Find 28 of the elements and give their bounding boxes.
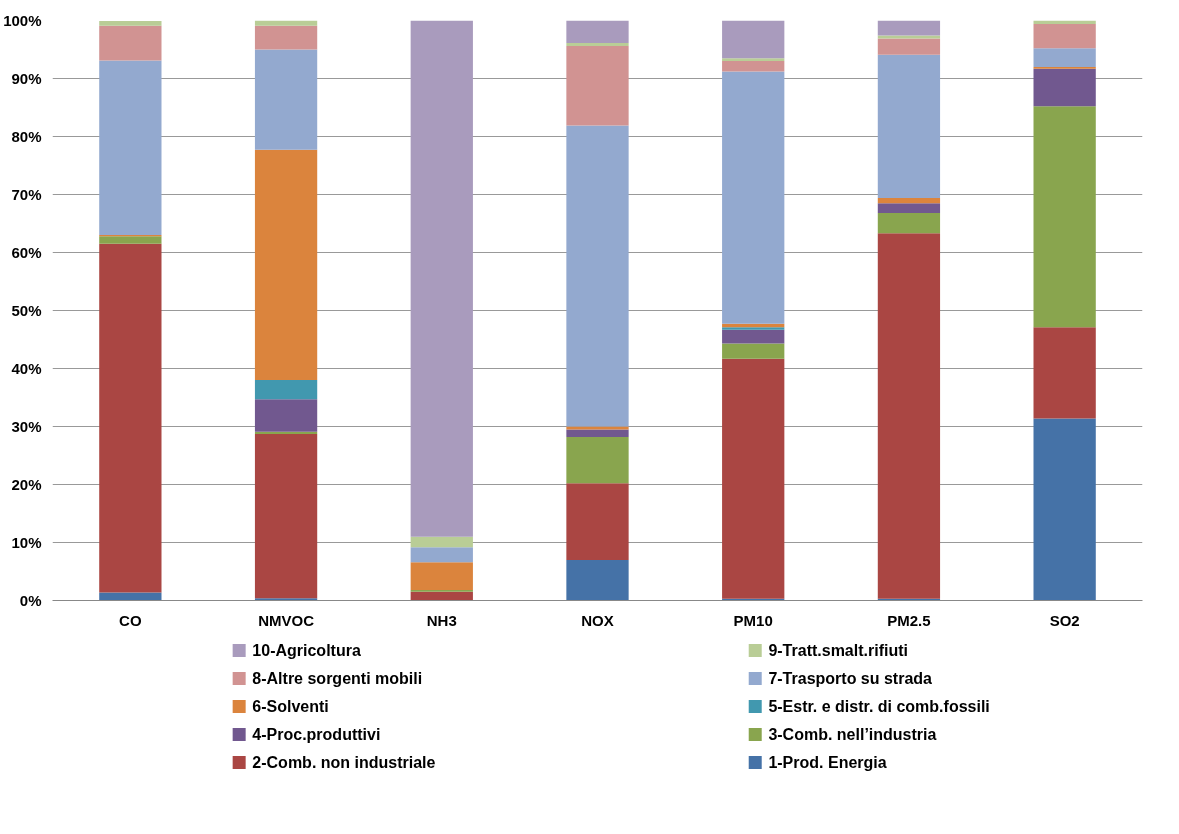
legend-label: 9-Tratt.smalt.rifiuti [768, 642, 908, 659]
y-tick-label: 60% [11, 244, 42, 261]
y-tick-label: 40% [11, 360, 42, 377]
y-tick-label: 10% [11, 534, 42, 551]
y-tick-label: 80% [11, 128, 42, 145]
x-tick-label: CO [119, 611, 142, 629]
legend-label: 7-Trasporto su strada [768, 670, 933, 687]
legend-label: 3-Comb. nell’industria [768, 726, 937, 743]
y-tick-label: 90% [11, 70, 42, 87]
x-tick-label: PM10 [733, 611, 773, 629]
legend-label: 1-Prod. Energia [768, 754, 887, 771]
legend-label: 5-Estr. e distr. di comb.fossili [768, 698, 990, 715]
legend-label: 2-Comb. non industriale [252, 754, 436, 771]
x-tick-label: NMVOC [258, 611, 315, 629]
x-tick-label: NH3 [426, 611, 457, 629]
y-tick-label: 20% [11, 476, 42, 493]
y-tick-label: 30% [11, 418, 42, 435]
y-tick-label: 50% [11, 302, 42, 319]
y-tick-label: 100% [3, 12, 42, 29]
x-tick-label: PM2.5 [887, 611, 931, 629]
legend-label: 4-Proc.produttivi [252, 726, 381, 743]
legend-label: 8-Altre sorgenti mobili [252, 670, 423, 687]
x-tick-label: NOX [581, 611, 614, 629]
y-tick-label: 70% [11, 186, 42, 203]
legend-label: 6-Solventi [252, 698, 329, 715]
legend-label: 10-Agricoltura [252, 642, 361, 659]
y-tick-label: 0% [19, 592, 42, 609]
x-tick-label: SO2 [1049, 611, 1080, 629]
